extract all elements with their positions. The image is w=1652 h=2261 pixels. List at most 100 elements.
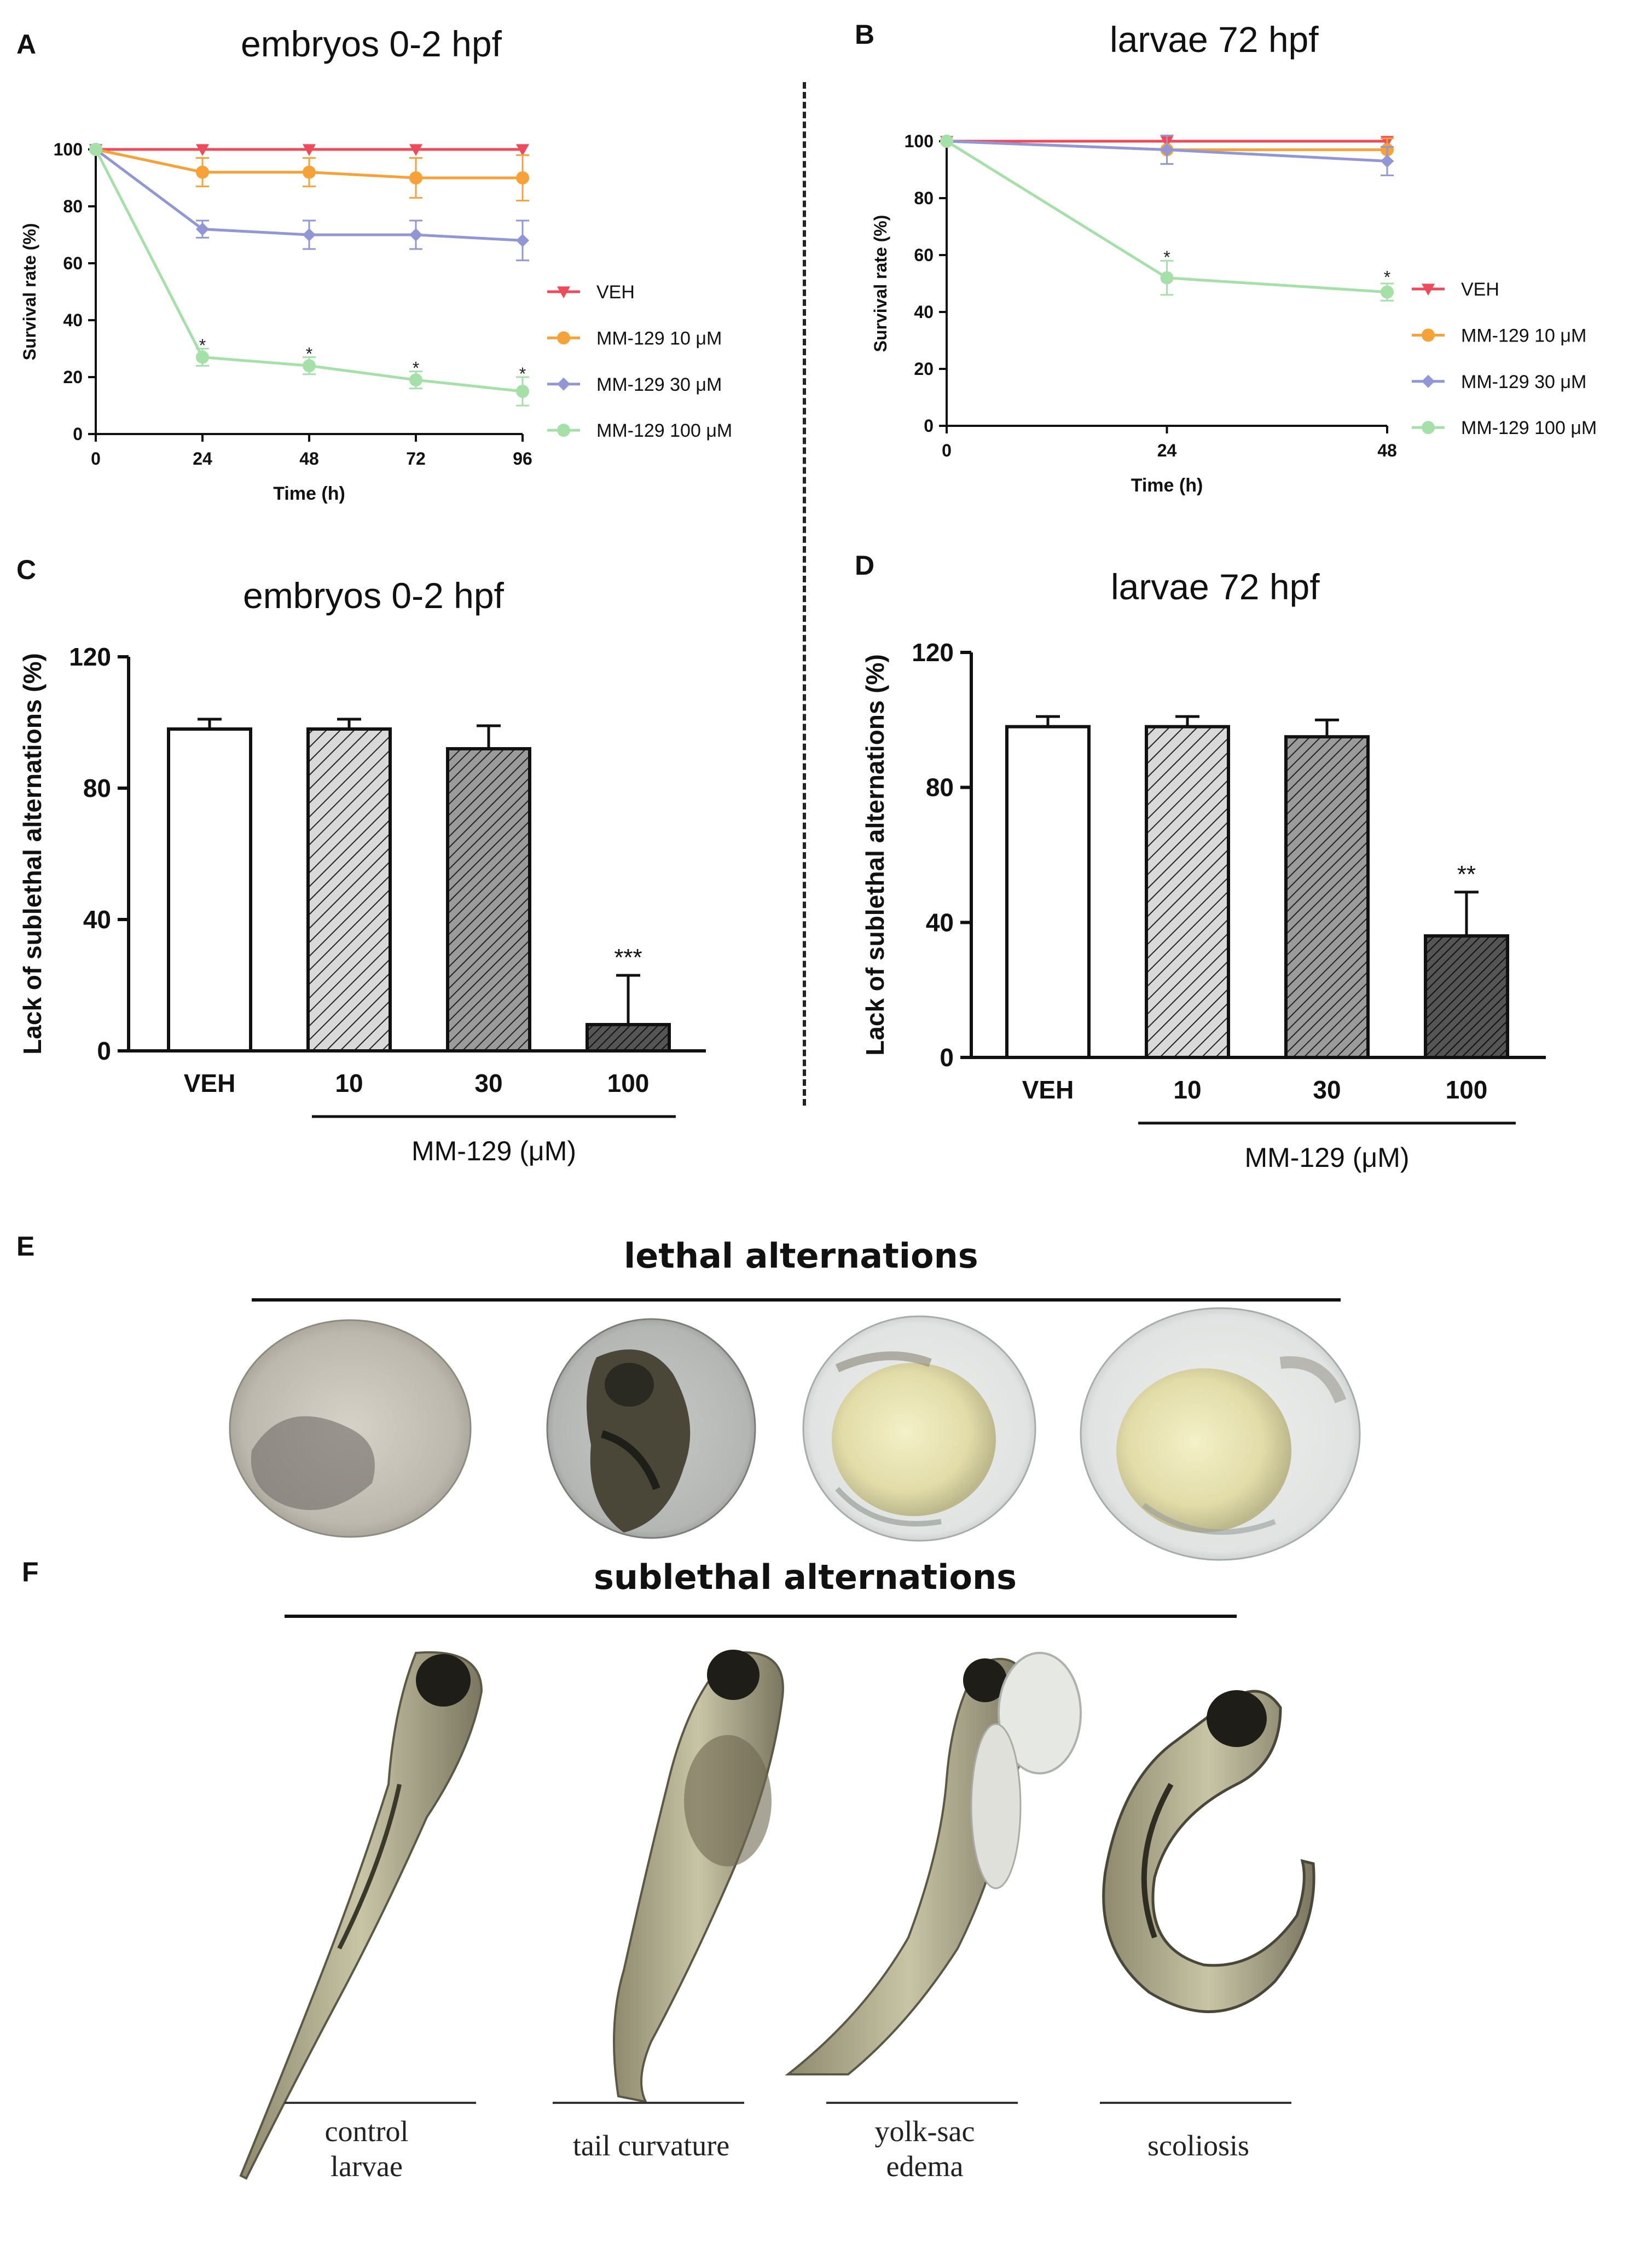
legend-label: MM-129 30 μM <box>1461 372 1586 392</box>
data-point <box>940 135 953 148</box>
larva-control <box>239 1651 483 2180</box>
y-tick-label: 120 <box>69 643 111 671</box>
y-tick-label: 40 <box>914 302 934 322</box>
data-point <box>196 350 209 364</box>
y-tick-label: 40 <box>83 905 111 934</box>
x-axis-title: Time (h) <box>273 483 345 504</box>
data-point <box>516 144 529 156</box>
chart-sublethal-embryos: 0 40 80 120 Lack of sublethal alternations (… <box>18 643 706 1166</box>
bar-30 <box>446 747 531 1053</box>
category-label: 100 <box>607 1069 650 1097</box>
legend-label: MM-129 10 μM <box>1461 325 1586 346</box>
significance-mark: * <box>1384 268 1390 287</box>
data-point <box>1381 154 1394 168</box>
legend-label: MM-129 100 μM <box>1461 418 1597 438</box>
x-tick-label: 24 <box>1157 441 1177 460</box>
caption-control-larvae: control larvae <box>324 2115 409 2183</box>
data-point <box>196 222 209 236</box>
y-axis-title: Lack of sublethal alternations (%) <box>861 654 889 1056</box>
group-label: MM-129 (μM) <box>1244 1142 1409 1173</box>
y-tick-label: 20 <box>914 359 934 379</box>
series-3 <box>940 135 1394 302</box>
legend-marker <box>1422 284 1435 296</box>
category-label: 100 <box>1446 1075 1488 1104</box>
data-point <box>409 228 422 241</box>
panel-letter-c: C <box>16 554 37 585</box>
y-tick-label: 80 <box>63 196 83 216</box>
panel-letter-a: A <box>16 29 37 60</box>
data-point <box>516 385 529 398</box>
y-tick-label: 0 <box>940 1043 954 1072</box>
significance-mark: * <box>306 344 312 363</box>
y-axis-title: Survival rate (%) <box>20 223 39 361</box>
x-tick-label: 96 <box>513 449 532 469</box>
legend-label: MM-129 100 μM <box>596 420 732 441</box>
data-point <box>303 228 316 241</box>
data-point <box>516 171 529 184</box>
category-label: 10 <box>1173 1075 1201 1104</box>
y-tick-label: 60 <box>63 253 83 273</box>
category-label: 30 <box>474 1069 502 1097</box>
bar-VEH <box>1005 725 1091 1059</box>
y-tick-label: 120 <box>912 638 954 667</box>
significance-mark: ** <box>1457 861 1476 888</box>
x-tick-label: 48 <box>1377 441 1397 460</box>
y-tick-label: 40 <box>63 310 83 330</box>
lethal-alternations-title: lethal alternations <box>624 1236 978 1276</box>
lethal-embryo-4 <box>1080 1307 1361 1561</box>
legend-label: MM-129 10 μM <box>596 328 722 349</box>
y-tick-label: 40 <box>926 908 954 936</box>
panel-divider <box>803 82 806 1106</box>
legend-marker <box>1422 328 1435 342</box>
x-tick-label: 0 <box>942 441 952 460</box>
y-tick-label: 60 <box>914 245 934 265</box>
panel-letter-b: B <box>855 19 875 50</box>
larva-yolk-sac-edema <box>785 1652 1082 2075</box>
y-tick-label: 80 <box>914 188 934 208</box>
data-point <box>196 165 209 179</box>
data-point <box>1160 271 1174 285</box>
data-point <box>89 143 102 156</box>
legend-label: MM-129 30 μM <box>596 374 722 395</box>
lethal-photos <box>229 1307 1361 1561</box>
bar-100 <box>1424 934 1509 1059</box>
x-tick-label: 48 <box>299 449 319 469</box>
bar-VEH <box>167 727 252 1053</box>
y-tick-label: 100 <box>905 131 934 151</box>
panel-letter-d: D <box>855 550 875 581</box>
chart-survival-embryos: 0 20 40 60 80 100 0 24 48 72 96 Time (h) Survival ra… <box>20 140 732 504</box>
legend-marker <box>557 331 570 345</box>
data-point <box>303 165 316 179</box>
caption-rule-1 <box>285 2102 476 2104</box>
data-point <box>409 373 422 387</box>
sublethal-photos <box>239 1650 1315 2180</box>
y-tick-label: 100 <box>54 140 83 159</box>
chart-survival-larvae: 0 20 40 60 80 100 0 24 48 Time (h) Survival rate (… <box>871 131 1597 496</box>
x-tick-label: 24 <box>193 449 212 469</box>
y-tick-label: 20 <box>63 367 83 387</box>
panel-c-title: embryos 0-2 hpf <box>243 575 504 616</box>
panel-letter-f: F <box>22 1557 39 1587</box>
lethal-embryo-2 <box>546 1318 756 1539</box>
panel-letter-e: E <box>16 1231 35 1262</box>
y-tick-label: 80 <box>83 774 111 802</box>
y-tick-label: 80 <box>926 773 954 802</box>
legend-marker <box>1422 421 1435 435</box>
legend-marker <box>557 377 570 391</box>
category-label: VEH <box>184 1069 236 1097</box>
panel-b-title: larvae 72 hpf <box>1110 19 1319 60</box>
data-point <box>409 171 422 184</box>
y-axis-title: Lack of sublethal alternations (%) <box>18 653 47 1055</box>
x-tick-label: 72 <box>406 449 426 469</box>
significance-mark: *** <box>614 944 642 971</box>
y-tick-label: 0 <box>97 1037 111 1065</box>
x-axis-title: Time (h) <box>1131 475 1203 496</box>
series-0 <box>89 144 529 156</box>
significance-mark: * <box>1163 247 1170 267</box>
data-point <box>516 234 529 247</box>
bar-10 <box>1145 725 1230 1059</box>
larva-tail-curvature <box>613 1650 784 2103</box>
chart-sublethal-larvae: 0 40 80 120 Lack of sublethal alternations (… <box>861 638 1546 1173</box>
category-label: 10 <box>335 1069 363 1097</box>
legend-label: VEH <box>1461 279 1499 300</box>
